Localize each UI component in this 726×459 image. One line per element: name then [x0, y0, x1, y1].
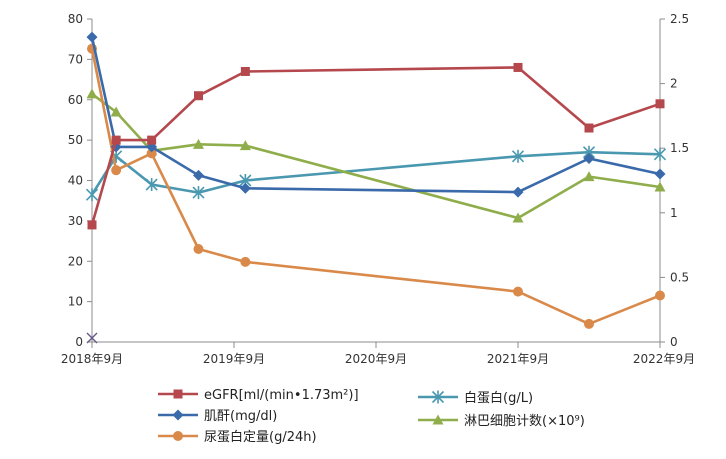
legend-label: eGFR[ml/(min•1.73m²)]: [204, 388, 359, 403]
data-point-egfr: [584, 123, 594, 133]
left-tick-label: 30: [68, 214, 83, 228]
x-tick-label: 2018年9月: [61, 352, 123, 366]
data-point-albumin: [653, 147, 667, 161]
series-line-egfr: [90, 66, 661, 226]
data-point-creatinine: [583, 153, 595, 165]
data-point-urine_protein: [513, 286, 523, 297]
series-layer: [85, 31, 667, 344]
legend-label: 尿蛋白定量(g/24h): [204, 429, 317, 445]
data-point-urine_protein: [655, 290, 665, 301]
data-point-egfr: [194, 91, 203, 101]
data-point-creatinine: [193, 169, 204, 181]
series-line-urine_protein: [90, 48, 661, 326]
data-point-lymphocyte: [583, 171, 595, 182]
series-lymphocyte: [86, 88, 666, 223]
legend-item-urine_protein: 尿蛋白定量(g/24h): [158, 429, 317, 445]
data-point-egfr: [87, 220, 97, 230]
right-tick-label: 2.5: [670, 12, 689, 26]
right-tick-label: 2: [670, 77, 678, 91]
left-tick-label: 70: [68, 52, 83, 66]
series-creatinine: [86, 31, 666, 198]
data-point-egfr: [111, 135, 121, 145]
data-point-urine_protein: [584, 318, 594, 329]
series-urine_protein: [87, 43, 665, 329]
x-tick-label: 2020年9月: [345, 352, 407, 366]
data-point-urine_protein: [193, 243, 204, 254]
legend-swatch-marker: [173, 431, 183, 441]
data-point-albumin: [145, 178, 158, 192]
data-point-lymphocyte: [193, 138, 204, 149]
data-point-urine_protein: [146, 148, 157, 159]
data-point-lymphocyte: [239, 140, 251, 151]
left-tick-label: 10: [68, 295, 83, 309]
data-point-albumin: [511, 149, 525, 163]
legend-swatch-marker: [172, 409, 184, 421]
data-point-creatinine: [239, 182, 251, 194]
data-point-urine_protein: [111, 165, 122, 176]
x-tick-label: 2021年9月: [487, 352, 549, 366]
legend-item-creatinine: 肌酐(mg/dl): [158, 409, 277, 424]
data-point-lymphocyte: [654, 181, 666, 192]
right-tick-label: 0.5: [670, 270, 689, 284]
data-point-lymphocyte: [512, 212, 524, 223]
legend-swatch-marker: [173, 389, 183, 399]
series-line-creatinine: [90, 36, 661, 194]
data-point-albumin: [85, 188, 99, 202]
left-tick-label: 0: [75, 335, 83, 349]
data-point-extra-x: [86, 332, 98, 344]
data-point-albumin: [192, 186, 205, 200]
series-egfr: [87, 62, 665, 230]
series-line-albumin: [90, 150, 661, 196]
x-tick-label: 2022年9月: [633, 352, 695, 366]
x-tick-label: 2019年9月: [203, 352, 265, 366]
legend-label: 淋巴细胞计数(×10⁹): [464, 414, 585, 429]
right-tick-label: 1: [670, 206, 678, 220]
left-tick-label: 60: [68, 93, 83, 107]
data-point-urine_protein: [240, 256, 251, 267]
left-tick-label: 50: [68, 133, 83, 147]
legend-item-albumin: 白蛋白(g/L): [418, 390, 533, 406]
legend-swatch-marker: [431, 390, 445, 404]
series-albumin: [85, 145, 667, 202]
data-point-creatinine: [86, 31, 98, 43]
left-tick-label: 80: [68, 12, 83, 26]
data-point-lymphocyte: [110, 106, 122, 117]
data-point-egfr: [513, 62, 523, 72]
right-tick-label: 0: [670, 335, 678, 349]
axes: 0 10 20 30 40 50 60 70 80 0 0.5 1 1.5 2 2.5 2018年9月 2019…: [61, 12, 695, 366]
series-line-lymphocyte: [91, 92, 661, 220]
left-tick-label: 20: [68, 254, 83, 268]
data-point-creatinine: [654, 168, 666, 180]
left-tick-label: 40: [68, 174, 83, 188]
data-point-egfr: [655, 99, 665, 109]
data-point-egfr: [147, 135, 157, 145]
data-point-egfr: [240, 66, 250, 76]
right-tick-label: 1.5: [670, 141, 689, 155]
legend: eGFR[ml/(min•1.73m²)] 肌酐(mg/dl) 尿蛋白定量(g/24…: [158, 388, 585, 445]
data-point-lymphocyte: [86, 88, 98, 99]
legend-label: 肌酐(mg/dl): [204, 409, 277, 424]
legend-item-lymphocyte: 淋巴细胞计数(×10⁹): [418, 414, 585, 429]
legend-swatch-marker: [432, 414, 444, 425]
legend-label: 白蛋白(g/L): [464, 390, 533, 406]
legend-item-egfr: eGFR[ml/(min•1.73m²)]: [158, 388, 359, 403]
data-point-creatinine: [512, 186, 524, 198]
